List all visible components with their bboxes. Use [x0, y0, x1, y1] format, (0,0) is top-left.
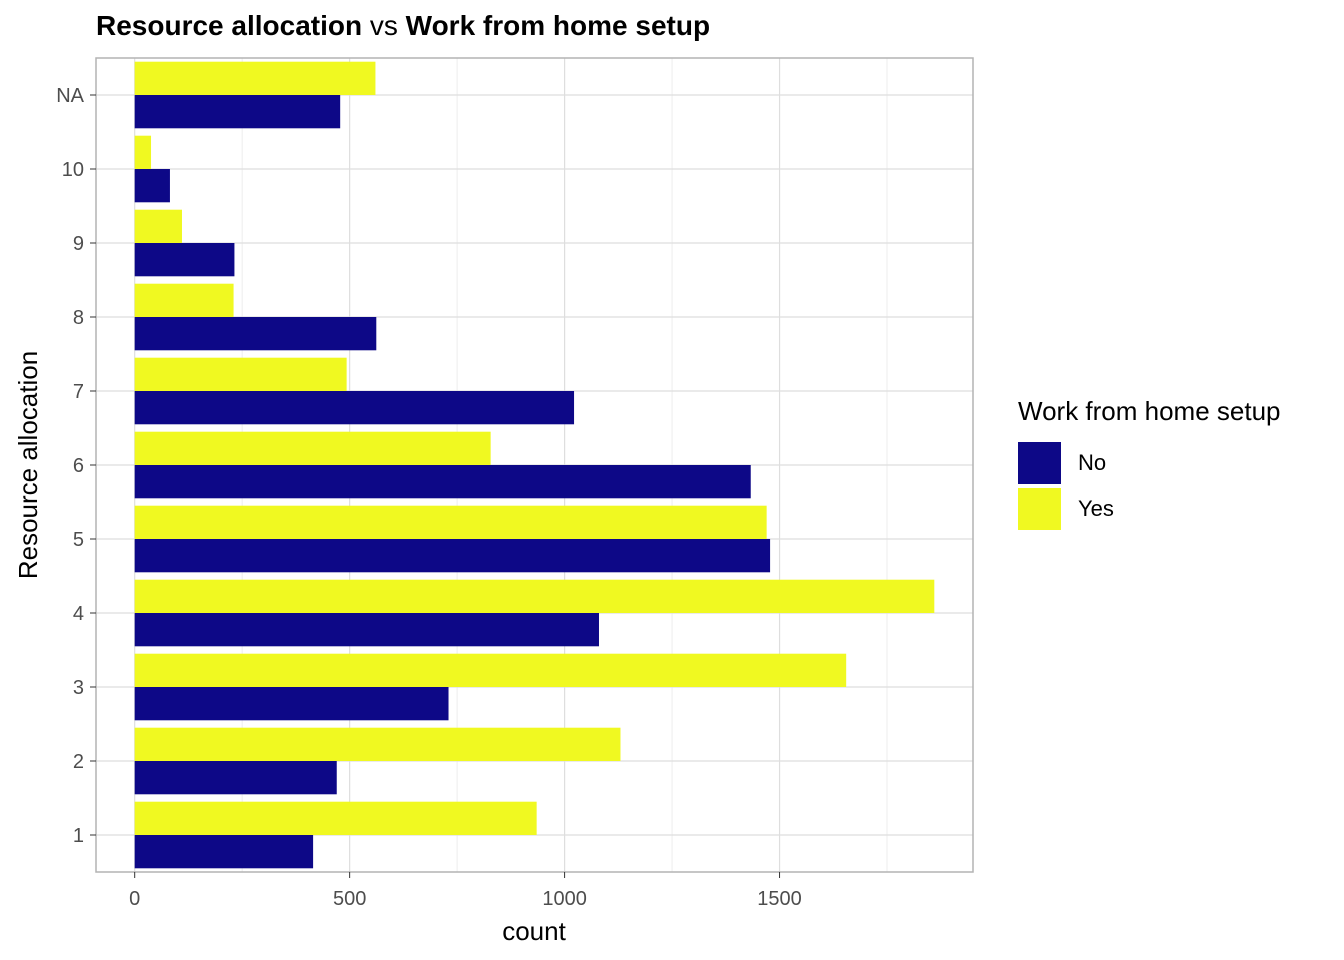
bar-yes-10	[134, 135, 152, 169]
bar-yes-6	[134, 431, 491, 465]
y-tick-label: 3	[73, 677, 84, 699]
legend-swatch-yes	[1018, 488, 1061, 530]
y-tick-label: 4	[73, 603, 84, 625]
bar-yes-2	[134, 727, 621, 761]
bar-no-8	[134, 317, 377, 351]
legend: Work from home setup No Yes	[1018, 396, 1281, 530]
bar-no-2	[134, 761, 337, 795]
bar-no-5	[134, 539, 771, 573]
axis-ticks: 1 2 3 4 5 6 7 8 9 10 NA 0 500 1000 1500	[56, 85, 802, 910]
chart-title-part1: Resource allocation	[96, 10, 363, 41]
x-tick-label: 1500	[757, 888, 802, 910]
bar-yes-8	[134, 283, 234, 317]
bar-no-6	[134, 465, 751, 499]
bar-yes-1	[134, 801, 537, 835]
y-tick-label: 2	[73, 751, 84, 773]
y-axis-label: Resource allocation	[13, 351, 43, 579]
bar-yes-7	[134, 357, 347, 391]
x-tick-label: 500	[333, 888, 366, 910]
bar-no-7	[134, 391, 575, 425]
bar-no-na	[134, 95, 341, 129]
y-tick-label: 9	[73, 233, 84, 255]
x-tick-label: 0	[129, 888, 140, 910]
y-tick-label: NA	[56, 85, 84, 107]
y-tick-label: 5	[73, 529, 84, 551]
y-tick-label: 7	[73, 381, 84, 403]
x-axis-label: count	[502, 916, 566, 946]
bar-no-1	[134, 835, 314, 869]
bar-yes-5	[134, 505, 767, 539]
y-tick-label: 1	[73, 825, 84, 847]
legend-swatch-no	[1018, 442, 1061, 484]
legend-title: Work from home setup	[1018, 396, 1281, 426]
chart-title-connector: vs	[369, 10, 398, 41]
legend-label-no: No	[1078, 450, 1107, 475]
bar-no-3	[134, 687, 449, 721]
x-tick-label: 1000	[542, 888, 587, 910]
bar-no-10	[134, 169, 170, 203]
bars	[134, 61, 935, 869]
chart-title: Resource allocation vs Work from home se…	[96, 10, 710, 42]
bar-no-4	[134, 613, 599, 647]
legend-item-yes: Yes	[1018, 488, 1278, 530]
y-tick-label: 8	[73, 307, 84, 329]
bar-yes-3	[134, 653, 847, 687]
y-tick-label: 10	[62, 159, 84, 181]
chart-title-part2: Work from home setup	[405, 10, 711, 41]
legend-label-yes: Yes	[1078, 496, 1114, 521]
y-tick-label: 6	[73, 455, 84, 477]
bar-yes-9	[134, 209, 182, 243]
bar-no-9	[134, 243, 235, 277]
legend-item-no: No	[1018, 442, 1278, 484]
bar-yes-4	[134, 579, 935, 613]
bar-yes-na	[134, 61, 376, 95]
